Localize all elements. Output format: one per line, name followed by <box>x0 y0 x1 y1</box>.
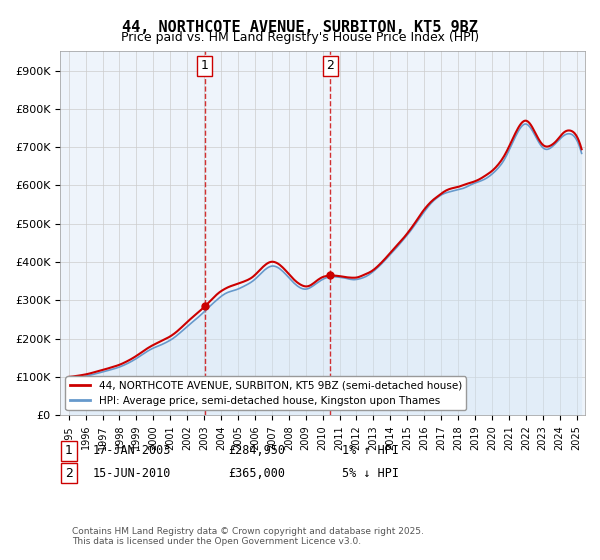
Legend: 44, NORTHCOTE AVENUE, SURBITON, KT5 9BZ (semi-detached house), HPI: Average pric: 44, NORTHCOTE AVENUE, SURBITON, KT5 9BZ … <box>65 376 466 410</box>
Text: 2: 2 <box>326 59 334 72</box>
Text: 5% ↓ HPI: 5% ↓ HPI <box>342 466 399 480</box>
Text: Contains HM Land Registry data © Crown copyright and database right 2025.
This d: Contains HM Land Registry data © Crown c… <box>72 526 424 546</box>
Text: 17-JAN-2003: 17-JAN-2003 <box>93 444 172 458</box>
Text: 15-JUN-2010: 15-JUN-2010 <box>93 466 172 480</box>
Text: £284,950: £284,950 <box>228 444 285 458</box>
Text: 2: 2 <box>65 466 73 480</box>
Text: 1: 1 <box>65 444 73 458</box>
Text: 1: 1 <box>201 59 209 72</box>
Text: 44, NORTHCOTE AVENUE, SURBITON, KT5 9BZ: 44, NORTHCOTE AVENUE, SURBITON, KT5 9BZ <box>122 20 478 35</box>
Text: £365,000: £365,000 <box>228 466 285 480</box>
Text: 1% ↑ HPI: 1% ↑ HPI <box>342 444 399 458</box>
Text: Price paid vs. HM Land Registry's House Price Index (HPI): Price paid vs. HM Land Registry's House … <box>121 31 479 44</box>
